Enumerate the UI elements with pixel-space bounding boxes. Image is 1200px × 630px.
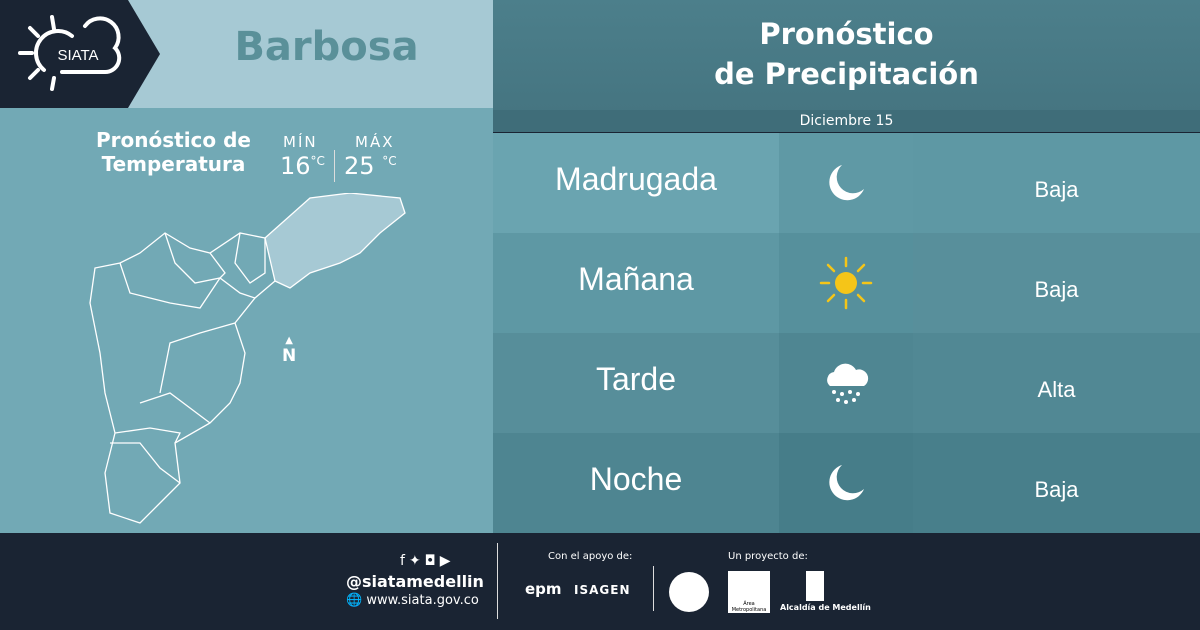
period-label: Mañana — [493, 233, 779, 333]
title-line: de Precipitación — [714, 57, 979, 91]
max-temperature: 25 °C — [344, 152, 397, 180]
north-label: N — [282, 346, 297, 366]
precipitation-level: Baja — [913, 433, 1200, 533]
forecast-row: Tarde Alta — [493, 333, 1200, 433]
twitter-icon[interactable]: ✦ — [408, 553, 425, 569]
unit: °C — [382, 154, 397, 168]
north-indicator: ▲ N — [282, 335, 297, 367]
temperature-panel — [0, 108, 493, 533]
footer: f✦◘▶ @siatamedellin 🌐 www.siata.gov.co C… — [0, 533, 1200, 630]
svg-text:SIATA: SIATA — [57, 47, 98, 64]
precipitation-level: Baja — [913, 233, 1200, 333]
divider — [653, 566, 654, 611]
sun-cloud-logo-icon: SIATA — [18, 15, 122, 91]
max-label: MÁX — [355, 133, 395, 151]
project-label: Un proyecto de: — [728, 551, 808, 562]
support-label: Con el apoyo de: — [548, 551, 633, 562]
forecast-date: Diciembre 15 — [493, 110, 1200, 132]
sun-icon — [819, 256, 873, 310]
title-line: Pronóstico — [759, 17, 934, 51]
precipitation-level: Alta — [913, 333, 1200, 433]
website-link[interactable]: 🌐 www.siata.gov.co — [346, 593, 479, 608]
municipality-map — [89, 193, 406, 524]
forecast-row: Madrugada Baja — [493, 133, 1200, 233]
globe-icon: 🌐 — [346, 593, 363, 608]
unit: °C — [310, 154, 325, 168]
temperature-title: Pronóstico de Temperatura — [96, 128, 251, 176]
min-temperature: 16°C — [280, 152, 325, 180]
epm-logo: epm — [525, 580, 562, 598]
isagen-logo: ISAGEN — [574, 583, 631, 597]
min-value: 16 — [280, 152, 311, 180]
facebook-icon[interactable]: f — [400, 553, 409, 569]
city-name: Barbosa — [234, 24, 419, 70]
alcaldia-logo-text: Alcaldía de Medellín — [780, 603, 871, 612]
moon-icon — [829, 465, 864, 501]
title-line: Temperatura — [101, 152, 246, 176]
youtube-icon[interactable]: ▶ — [439, 553, 455, 569]
divider — [334, 150, 335, 182]
north-arrow-icon: ▲ — [285, 335, 293, 346]
moon-icon — [829, 165, 864, 201]
alcaldia-emblem — [806, 571, 824, 601]
seal-logo — [669, 572, 709, 612]
area-metropolitana-logo: Área Metropolitana — [728, 571, 770, 613]
website-text: www.siata.gov.co — [366, 593, 479, 608]
forecast-row: Mañana Baja — [493, 233, 1200, 333]
precipitation-title: Pronóstico de Precipitación — [493, 14, 1200, 94]
max-value: 25 — [344, 152, 375, 180]
title-line: Pronóstico de — [96, 128, 251, 152]
period-label: Madrugada — [493, 133, 779, 233]
period-label: Noche — [493, 433, 779, 533]
min-label: MÍN — [283, 133, 318, 151]
social-handle[interactable]: @siatamedellin — [346, 572, 484, 591]
siata-logo[interactable]: SIATA — [0, 0, 160, 108]
precipitation-level: Baja — [913, 133, 1200, 233]
social-icons[interactable]: f✦◘▶ — [400, 553, 455, 569]
divider — [497, 543, 498, 619]
period-label: Tarde — [493, 333, 779, 433]
instagram-icon[interactable]: ◘ — [424, 553, 440, 569]
forecast-row: Noche Baja — [493, 433, 1200, 533]
rain-cloud-icon — [827, 363, 869, 404]
